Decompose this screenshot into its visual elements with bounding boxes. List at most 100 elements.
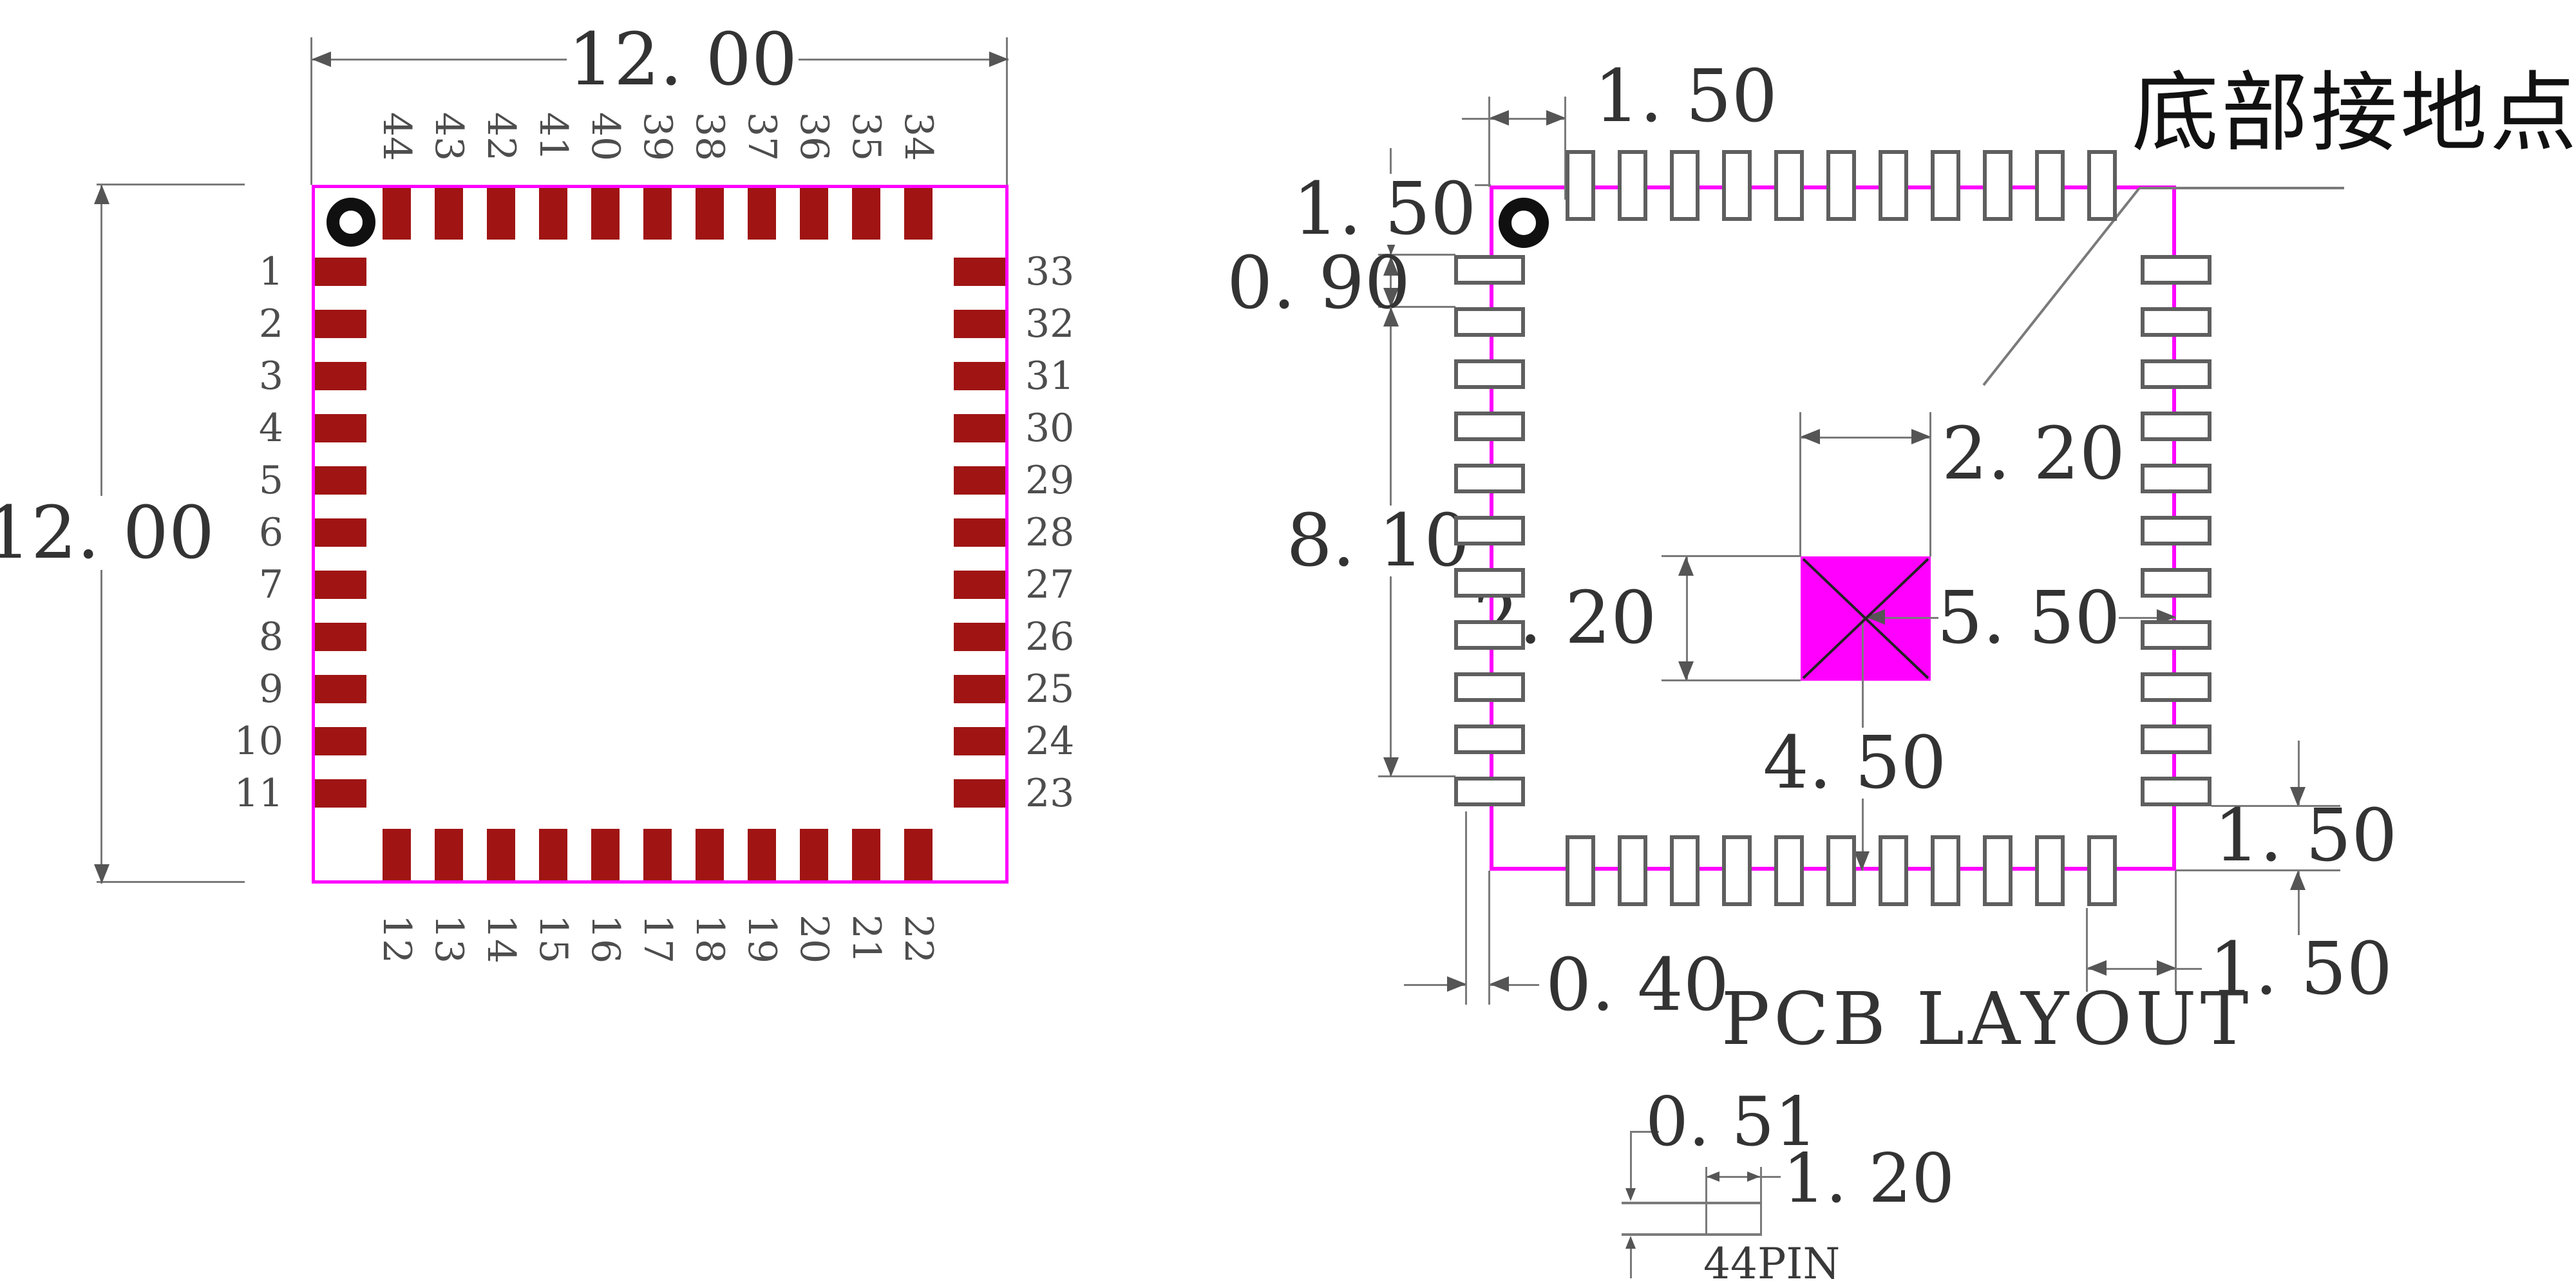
pin-number-bottom: 13	[426, 914, 471, 964]
dim-arrow	[1678, 661, 1694, 681]
pin-number-left: 4	[258, 406, 283, 451]
detail-pad-side	[1760, 1167, 1762, 1236]
detail-edge-line	[1622, 1233, 1761, 1236]
detail-pad-side	[1705, 1167, 1707, 1236]
pin-number-right: 29	[1025, 458, 1075, 503]
module-pad-bottom	[435, 829, 463, 880]
module-outline	[312, 185, 1009, 884]
land-pad-bottom	[1722, 835, 1752, 906]
land-pad-right	[2141, 724, 2211, 754]
pin-number-right: 25	[1025, 667, 1075, 712]
pin-number-right: 27	[1025, 562, 1075, 607]
dim-arrow	[1625, 1236, 1636, 1249]
module-width-label: 12. 00	[567, 17, 799, 102]
dim-pad-span: 8. 10	[1286, 499, 1470, 583]
dim-left-first-pad: 1. 50	[1293, 167, 1477, 251]
land-pad-bottom	[1931, 835, 1960, 906]
dim-line	[2298, 871, 2300, 935]
land-pad-right	[2141, 620, 2211, 650]
pin-number-right: 24	[1025, 719, 1075, 764]
land-pad-left	[1454, 620, 1525, 650]
land-pad-bottom	[1983, 835, 2012, 906]
detail-name-label: 44PIN	[1703, 1239, 1841, 1288]
land-pad-left	[1454, 412, 1525, 441]
land-pad-top	[1879, 150, 1908, 221]
pin-number-top: 35	[844, 111, 889, 162]
dim-ext-line	[1929, 412, 1931, 556]
module-pad-top	[539, 188, 567, 240]
dim-line	[1801, 437, 1931, 439]
module-pad-left	[315, 258, 366, 286]
dim-ext-line	[1488, 871, 1490, 1005]
land-pad-bottom	[1618, 835, 1647, 906]
dim-center-to-bottom: 4. 50	[1763, 721, 1947, 805]
land-pad-right	[2141, 359, 2211, 389]
dim-line	[1462, 118, 1566, 120]
pin-number-bottom: 20	[791, 914, 837, 964]
module-pad-bottom	[904, 829, 933, 880]
pin-number-bottom: 15	[531, 914, 576, 964]
land-pad-bottom	[2087, 835, 2117, 906]
pin-number-top: 44	[374, 111, 419, 162]
module-pad-bottom	[383, 829, 411, 880]
module-pad-bottom	[696, 829, 724, 880]
land-pad-right	[2141, 412, 2211, 441]
pin-number-left: 5	[258, 458, 283, 503]
pin-number-bottom: 14	[478, 914, 524, 964]
module-pad-top	[383, 188, 411, 240]
module-pad-bottom	[539, 829, 567, 880]
pin-number-left: 10	[234, 719, 283, 764]
module-pad-left	[315, 414, 366, 442]
dim-ext-line	[2175, 871, 2177, 992]
pin-number-top: 37	[739, 111, 784, 162]
module-pad-right	[954, 623, 1005, 651]
pin-number-right: 23	[1025, 771, 1075, 816]
module-pad-top	[800, 188, 828, 240]
dim-ext-line	[1378, 254, 1455, 256]
module-pad-top	[904, 188, 933, 240]
pin-number-right: 32	[1025, 301, 1075, 346]
pin-number-left: 2	[258, 301, 283, 346]
module-pad-left	[315, 466, 366, 495]
pin-number-right: 31	[1025, 354, 1075, 399]
module-pad-bottom	[800, 829, 828, 880]
pin-number-top: 41	[531, 111, 576, 162]
dim-arrow	[1911, 429, 1931, 444]
module-pad-right	[954, 571, 1005, 599]
dim-ext-line	[2211, 805, 2340, 807]
pin-number-right: 30	[1025, 406, 1075, 451]
module-pad-left	[315, 362, 366, 390]
land-pad-left	[1454, 255, 1525, 285]
land-pad-top	[1618, 150, 1647, 221]
pin-number-left: 6	[258, 510, 283, 555]
pin-number-bottom: 17	[635, 914, 680, 964]
module-pad-left	[315, 779, 366, 808]
module-pad-top	[591, 188, 620, 240]
dim-arrow	[989, 52, 1009, 67]
pin-number-right: 33	[1025, 249, 1075, 294]
dim-line	[1390, 255, 1392, 307]
pin-number-bottom: 19	[739, 914, 784, 964]
dim-arrow	[1801, 429, 1820, 444]
module-pad-top	[487, 188, 515, 240]
ground-note-label: 底部接地点	[2132, 62, 2576, 164]
dim-ext-line	[97, 184, 245, 185]
dim-line	[1404, 984, 1466, 986]
pin-number-left: 1	[258, 249, 283, 294]
dim-ext-line	[1465, 811, 1467, 1005]
dim-arrow	[1447, 976, 1466, 992]
module-pad-right	[954, 258, 1005, 286]
dim-line	[2087, 968, 2202, 970]
land-pad-right	[2141, 464, 2211, 493]
dim-arrow	[1490, 976, 1509, 992]
pin-number-top: 39	[635, 111, 680, 162]
dim-ext-line	[1630, 1131, 1659, 1133]
dim-right-pad-to-bottom: 1. 50	[2213, 794, 2398, 878]
land-pad-right	[2141, 777, 2211, 806]
dim-ext-line	[1488, 97, 1490, 187]
module-pad-right	[954, 414, 1005, 442]
dim-line	[1490, 984, 1539, 986]
land-pad-bottom	[2035, 835, 2065, 906]
dim-arrow	[2087, 960, 2107, 976]
